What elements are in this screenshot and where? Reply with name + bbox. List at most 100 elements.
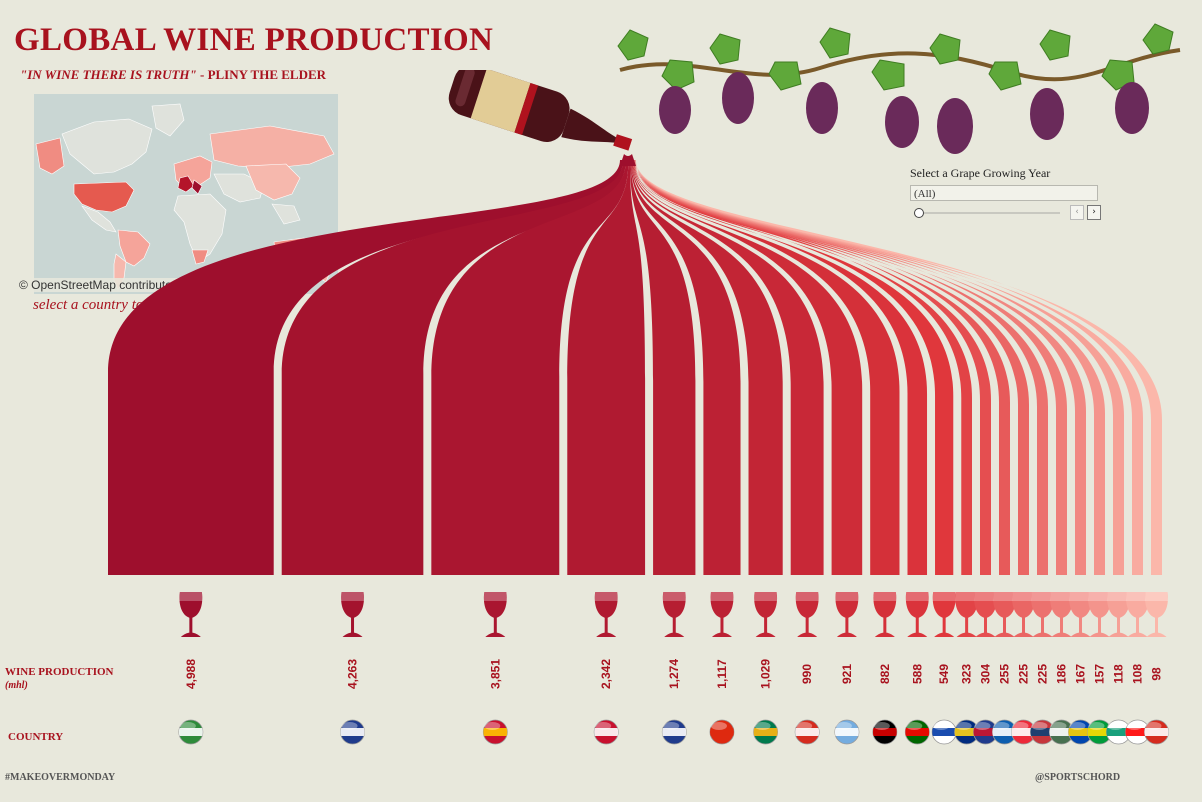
wine-glass-icon: [662, 592, 686, 637]
flag-argentina-icon[interactable]: [834, 719, 860, 745]
wine-flow-stream[interactable]: [567, 160, 646, 575]
map-credit[interactable]: © OpenStreetMap contributors: [16, 278, 185, 292]
wine-bottle-illustration: [448, 70, 633, 151]
flag-bulgaria-icon[interactable]: [1106, 719, 1131, 745]
production-value-label: 118: [1112, 664, 1126, 684]
flag-greece-icon[interactable]: [992, 719, 1017, 745]
wine-flow-stream[interactable]: [633, 160, 900, 575]
wine-glass-icon: [835, 592, 859, 637]
production-value-label: 1,029: [759, 659, 773, 689]
footer-credit: @SPORTSCHORD: [1035, 772, 1121, 783]
footer-hashtag: #MAKEOVERMONDAY: [5, 772, 116, 783]
map-middle-east[interactable]: [213, 173, 265, 203]
flag-france-icon[interactable]: [340, 719, 365, 745]
wine-glass-icon: [340, 592, 365, 637]
flag-spain-icon[interactable]: [482, 719, 508, 745]
map-china[interactable]: [245, 163, 301, 201]
production-value-label: 2,342: [599, 659, 613, 689]
flag-germany-icon[interactable]: [872, 719, 898, 745]
flag-hungary-icon[interactable]: [1049, 719, 1074, 745]
map-italy[interactable]: [191, 179, 203, 195]
map-greenland[interactable]: [151, 103, 185, 137]
flag-portugal-icon[interactable]: [904, 719, 930, 745]
chevron-right-icon[interactable]: ›: [1087, 205, 1101, 220]
production-value-label: 304: [979, 664, 993, 684]
map-brazil[interactable]: [117, 229, 151, 267]
page-title: GLOBAL WINE PRODUCTION: [14, 22, 494, 58]
wine-glass-icon: [483, 592, 507, 637]
production-value-label: 167: [1074, 664, 1088, 684]
production-value-label: 1,274: [667, 659, 681, 689]
production-value-label: 225: [1036, 664, 1050, 684]
production-value-label: 4,988: [184, 659, 198, 689]
flag-russia-icon[interactable]: [931, 719, 957, 745]
map-alaska[interactable]: [35, 137, 65, 175]
map-russia[interactable]: [209, 125, 335, 169]
year-filter-label: Select a Grape Growing Year: [910, 166, 1051, 180]
flag-austria-icon[interactable]: [1011, 719, 1036, 745]
map-france-spain[interactable]: [177, 175, 195, 193]
wine-flow-stream[interactable]: [629, 160, 696, 575]
flag-moldova-icon[interactable]: [1068, 719, 1093, 745]
wine-glass-icon: [905, 592, 929, 637]
wine-glass-icon: [873, 592, 897, 637]
wine-glass-icon: [1144, 592, 1169, 637]
wine-flow-stream[interactable]: [108, 160, 624, 575]
flag-romania-icon[interactable]: [954, 719, 980, 745]
production-value-label: 549: [937, 664, 951, 684]
wine-glass-icon: [754, 592, 778, 637]
wine-flow-stream[interactable]: [634, 160, 972, 575]
flag-south-africa-icon[interactable]: [753, 719, 779, 745]
wine-glass-icon: [710, 592, 734, 637]
grape-vine-illustration: [617, 23, 1181, 154]
flag-switzerland-icon[interactable]: [1144, 719, 1169, 745]
quote-text: "IN WINE THERE IS TRUTH": [20, 67, 197, 82]
wine-glass-icon: [932, 592, 956, 637]
production-value-label: 990: [800, 664, 814, 684]
production-value-label: 108: [1131, 664, 1145, 684]
map-mexico[interactable]: [81, 205, 117, 233]
year-slider-track[interactable]: [914, 212, 1060, 214]
wine-flow-stream[interactable]: [632, 160, 824, 575]
wine-glass-icon: [1030, 592, 1055, 637]
wine-glass-icon: [1068, 592, 1093, 637]
wine-glass-icon: [1087, 592, 1112, 637]
wine-glass-icon: [973, 592, 998, 637]
quote: "IN WINE THERE IS TRUTH" - PLINY THE ELD…: [20, 67, 326, 83]
chevron-left-icon[interactable]: ‹: [1070, 205, 1084, 220]
wine-flow-stream[interactable]: [431, 160, 629, 575]
flag-usa-icon[interactable]: [593, 719, 619, 745]
flag-new-zealand-icon[interactable]: [973, 719, 998, 745]
production-value-label: 4,263: [346, 659, 360, 689]
map-southeast-asia[interactable]: [271, 203, 301, 225]
flag-serbia-icon[interactable]: [1030, 719, 1055, 745]
map-usa[interactable]: [73, 181, 135, 213]
wine-glass-icon: [955, 592, 979, 637]
map-canada[interactable]: [61, 118, 153, 175]
wine-flow-stream[interactable]: [631, 160, 783, 575]
wine-flow-stream[interactable]: [630, 160, 741, 575]
world-map-shapes[interactable]: [34, 94, 338, 294]
production-value-label: 1,117: [715, 659, 729, 689]
wine-flow-stream[interactable]: [281, 160, 626, 575]
wine-glass-icon: [1011, 592, 1036, 637]
flag-chile-icon[interactable]: [794, 719, 820, 745]
flag-china-icon[interactable]: [709, 719, 735, 745]
production-unit-label: (mhl): [5, 680, 28, 691]
map-south-africa[interactable]: [191, 249, 209, 265]
production-row-label: WINE PRODUCTION: [5, 666, 114, 678]
production-value-label: 255: [998, 664, 1012, 684]
wine-flow-stream[interactable]: [632, 160, 863, 575]
flag-italy-icon[interactable]: [178, 719, 204, 745]
wine-pour-stream: [620, 154, 636, 166]
production-value-label: 921: [840, 664, 854, 684]
flag-georgia-icon[interactable]: [1125, 719, 1150, 745]
production-value-label: 588: [910, 664, 924, 684]
production-value-label: 186: [1055, 664, 1069, 684]
wine-glass-icon: [1106, 592, 1131, 637]
world-map[interactable]: [34, 94, 338, 294]
year-slider-knob[interactable]: [914, 208, 924, 218]
flag-australia-icon[interactable]: [661, 719, 687, 745]
year-filter-select[interactable]: (All): [910, 185, 1098, 201]
